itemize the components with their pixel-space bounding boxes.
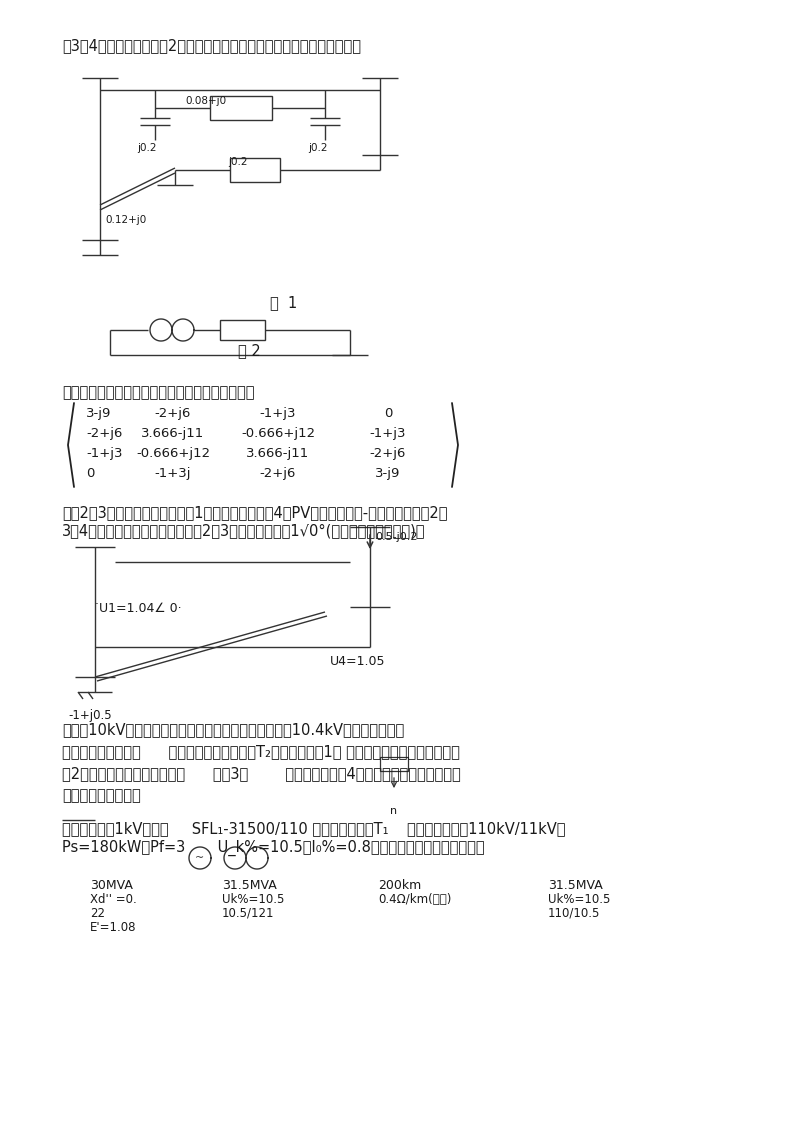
- Text: 若3、4节点间的支路用图2所示的支路代替，再求该网络的节点导纳矩阵。: 若3、4节点间的支路用图2所示的支路代替，再求该网络的节点导纳矩阵。: [62, 38, 361, 53]
- Text: -2+j6: -2+j6: [86, 426, 122, 440]
- Text: 图 2: 图 2: [238, 343, 261, 358]
- Text: Uk%=10.5: Uk%=10.5: [548, 893, 611, 905]
- Text: 十三、一台吐1kV网统供     SFL₁-31500/110 型降压变压器，T₁    主参数为：电压110kV/11kV，: 十三、一台吐1kV网统供 SFL₁-31500/110 型降压变压器，T₁ 主参…: [62, 821, 565, 836]
- Text: （2）短路处起始次暂态电流和      ；（3）        路冲击电流；（4）若电源容量为无限大，试: （2）短路处起始次暂态电流和 ；（3） 路冲击电流；（4）若电源容量为无限大，试: [62, 766, 461, 781]
- Text: -2+j6: -2+j6: [260, 467, 297, 479]
- Text: Uk%=10.5: Uk%=10.5: [222, 893, 285, 905]
- Text: -1+j3: -1+j3: [370, 426, 406, 440]
- Text: j0.2: j0.2: [228, 157, 247, 167]
- Text: ~: ~: [195, 853, 205, 863]
- Text: 200km: 200km: [378, 879, 421, 892]
- Text: 3.666-j11: 3.666-j11: [141, 426, 205, 440]
- Text: 十、如图所示的简单电力系统，节点导纳矩阵为：: 十、如图所示的简单电力系统，节点导纳矩阵为：: [62, 385, 255, 401]
- Text: 图  1: 图 1: [270, 295, 297, 310]
- Text: 节点2、3的注入功率已知，节点1为平衡节点，节点4为PV节点，用高斯-塞德尔法求节点2、: 节点2、3的注入功率已知，节点1为平衡节点，节点4为PV节点，用高斯-塞德尔法求…: [62, 505, 447, 519]
- Text: -2+j6: -2+j6: [370, 447, 406, 460]
- Text: 0: 0: [86, 467, 94, 479]
- Text: -0.666+j12: -0.666+j12: [241, 426, 315, 440]
- Bar: [210, 96, 272, 120]
- Text: U4=1.05: U4=1.05: [330, 655, 385, 668]
- Text: 3-j9: 3-j9: [375, 467, 400, 479]
- Text: -2+j6: -2+j6: [155, 406, 191, 420]
- Text: 0.08+j0: 0.08+j0: [185, 96, 226, 105]
- Text: 31.5MVA: 31.5MVA: [222, 879, 277, 892]
- Text: 计算短路冲击电流。: 计算短路冲击电流。: [62, 788, 140, 803]
- Text: Xd'' =0.: Xd'' =0.: [90, 893, 136, 905]
- Text: -1+j3: -1+j3: [86, 447, 122, 460]
- Text: 31.5MVA: 31.5MVA: [548, 879, 603, 892]
- Text: 0.12+j0: 0.12+j0: [105, 215, 146, 226]
- Bar: [380, 757, 408, 771]
- Text: 十二、系统如图所示      发生三相短路，变压器T₂空载．求：（1） 求用标么値表示的等値网络；: 十二、系统如图所示 发生三相短路，变压器T₂空载．求：（1） 求用标么値表示的等…: [62, 744, 460, 758]
- Text: 十一、10kV线路的等値电路如图所示，已知末端电压为10.4kV。求始端电压。: 十一、10kV线路的等値电路如图所示，已知末端电压为10.4kV。求始端电压。: [62, 721, 404, 737]
- Text: ̇U1=1.04∠ 0·: ̇U1=1.04∠ 0·: [100, 603, 182, 615]
- Text: n: n: [390, 806, 397, 816]
- Text: 3-j9: 3-j9: [86, 406, 111, 420]
- Text: j0.2: j0.2: [308, 142, 328, 153]
- Text: -1+j3: -1+j3: [260, 406, 297, 420]
- Text: -1+3j: -1+3j: [155, 467, 191, 479]
- Text: 0.4Ω/km(每回): 0.4Ω/km(每回): [378, 893, 451, 905]
- Bar: [220, 320, 265, 340]
- Text: -1+j0.5: -1+j0.5: [68, 709, 112, 721]
- Text: 30MVA: 30MVA: [90, 879, 133, 892]
- Text: 3、4的电压，只迭代一次，取节点2、3的电压初値均为1√0°(图中各値均为标么値)．: 3、4的电压，只迭代一次，取节点2、3的电压初値均为1√0°(图中各値均为标么値…: [62, 523, 426, 539]
- Text: E'=1.08: E'=1.08: [90, 921, 136, 934]
- Bar: [230, 158, 280, 182]
- Text: 0: 0: [384, 406, 393, 420]
- Text: -0.666+j12: -0.666+j12: [136, 447, 210, 460]
- Text: 10.5/121: 10.5/121: [222, 907, 274, 920]
- Text: 22: 22: [90, 907, 105, 920]
- Text: 0.5-j0.2: 0.5-j0.2: [375, 532, 417, 542]
- Text: 3.666-j11: 3.666-j11: [247, 447, 309, 460]
- Text: Ps=180kW，Pf=3       U_k%=10.5，I₀%=0.8．试计算归算到高侧的参数．: Ps=180kW，Pf=3 U_k%=10.5，I₀%=0.8．试计算归算到高侧…: [62, 840, 485, 856]
- Text: j0.2: j0.2: [137, 142, 156, 153]
- Text: 110/10.5: 110/10.5: [548, 907, 600, 920]
